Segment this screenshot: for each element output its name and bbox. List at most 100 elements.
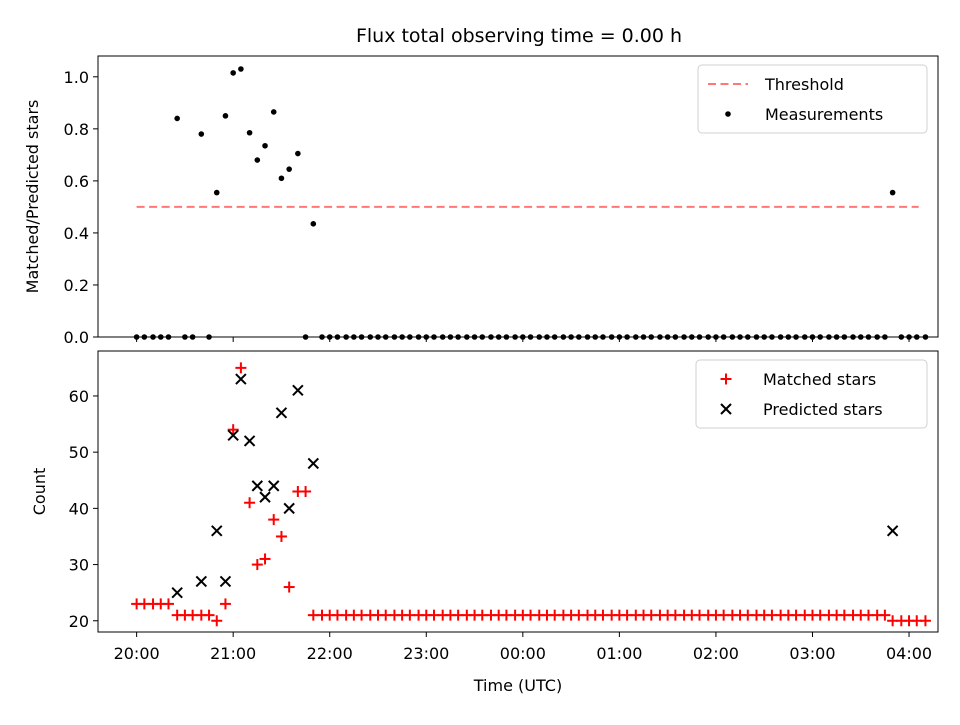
measurement-point: [777, 334, 784, 340]
matched-star-point: [235, 362, 247, 374]
measurement-point: [407, 334, 413, 340]
x-tick-label: 00:00: [500, 644, 546, 663]
matched-star-point: [203, 609, 215, 621]
measurement-point: [270, 109, 277, 115]
measurement-point: [334, 334, 341, 340]
top-y-tick-label: 0.0: [64, 328, 89, 347]
matched-star-point: [259, 553, 271, 565]
measurement-point: [479, 334, 486, 340]
measurement-point: [310, 221, 317, 227]
predicted-star-point: [243, 435, 256, 447]
bottom-panel: 20 30 40 50 60 20:00 21:00 22:00 23:00 00:00 01:00…: [30, 350, 939, 695]
matched-star-point: [244, 497, 256, 509]
measurement-point: [399, 334, 405, 340]
x-tick-label: 22:00: [307, 644, 353, 663]
measurement-point: [141, 334, 148, 340]
measurement-point: [841, 334, 848, 340]
measurement-point: [713, 334, 719, 340]
top-legend-box: [697, 64, 928, 134]
measurement-point: [696, 334, 703, 340]
measurement-point: [874, 334, 880, 340]
matched-star-point: [275, 530, 287, 542]
measurement-point: [343, 334, 349, 340]
legend-predicted-swatch: [720, 403, 732, 415]
legend-predicted-label: Predicted stars: [763, 400, 883, 419]
matched-star-point: [219, 598, 231, 610]
x-tick-label: 01:00: [596, 644, 642, 663]
matched-star-point: [162, 598, 174, 610]
top-y-tick-label: 0.8: [64, 120, 89, 139]
measurement-point: [431, 334, 437, 340]
measurement-point: [681, 334, 687, 340]
measurement-point: [744, 334, 751, 340]
top-axes-frame: [97, 55, 939, 338]
bottom-axes-frame: [97, 350, 939, 633]
measurement-point: [793, 334, 799, 340]
measurement-point: [761, 334, 768, 340]
measurement-point: [150, 334, 156, 340]
measurement-point: [688, 334, 695, 340]
predicted-star-point: [251, 480, 264, 492]
top-y-tick-label: 1.0: [64, 68, 89, 87]
measurement-point: [826, 334, 832, 340]
measurement-point: [157, 334, 164, 340]
measurement-point: [833, 334, 840, 340]
measurement-point: [648, 334, 655, 340]
x-tick-label: 04:00: [886, 644, 932, 663]
predicted-star-point: [219, 575, 232, 588]
measurement-point: [295, 150, 301, 157]
measurement-point: [189, 334, 196, 340]
measurement-point: [705, 334, 712, 340]
legend-measurements-label: Measurements: [765, 105, 883, 124]
predicted-star-point: [292, 384, 304, 397]
measurement-point: [809, 334, 816, 340]
measurement-point: [165, 334, 172, 340]
matched-star-point: [283, 581, 295, 593]
top-legend: Threshold Measurements: [697, 64, 928, 134]
predicted-star-point: [211, 525, 223, 537]
top-panel: 0.0 0.2 0.4 0.6 0.8 1.0 Matched/Predicted star…: [23, 55, 939, 347]
bottom-legend: Matched stars Predicted stars: [695, 359, 928, 429]
measurement-point: [536, 334, 543, 340]
measurement-point: [576, 334, 582, 340]
measurement-point: [238, 66, 244, 72]
measurement-point: [262, 142, 268, 149]
measurement-point: [632, 334, 639, 340]
legend-matched-swatch: [720, 373, 732, 385]
measurement-point: [737, 334, 743, 340]
bottom-legend-box: [695, 359, 928, 429]
x-tick-label: 20:00: [114, 644, 160, 663]
measurement-point: [198, 131, 205, 137]
x-tick-label: 21:00: [210, 644, 256, 663]
measurement-point: [286, 166, 292, 172]
measurement-point: [391, 334, 398, 340]
measurement-point: [367, 334, 374, 340]
predicted-star-point: [235, 373, 247, 385]
measurement-point: [898, 334, 905, 340]
measurement-point: [729, 334, 736, 340]
measurement-point: [520, 334, 526, 340]
measurement-point: [922, 334, 929, 340]
predicted-star-point: [268, 480, 280, 492]
measurement-point: [882, 334, 888, 340]
predicted-star-point: [886, 525, 899, 537]
measurement-point: [672, 334, 679, 340]
measurement-point: [600, 334, 606, 340]
measurement-point: [488, 334, 494, 340]
measurement-point: [439, 334, 446, 340]
measurement-point: [889, 189, 896, 196]
x-axis-label: Time (UTC): [473, 676, 562, 695]
matched-star-point: [300, 486, 312, 497]
bottom-y-tick-label: 50: [69, 443, 89, 462]
measurement-point: [415, 334, 422, 340]
measurement-point: [471, 334, 478, 340]
measurement-point: [913, 334, 920, 340]
predicted-star-point: [307, 457, 320, 470]
measurement-point: [850, 334, 856, 340]
measurement-point: [174, 115, 180, 122]
x-tick-label: 03:00: [789, 644, 835, 663]
measurement-point: [865, 334, 872, 340]
measurement-point: [801, 334, 808, 340]
measurement-point: [560, 334, 567, 340]
